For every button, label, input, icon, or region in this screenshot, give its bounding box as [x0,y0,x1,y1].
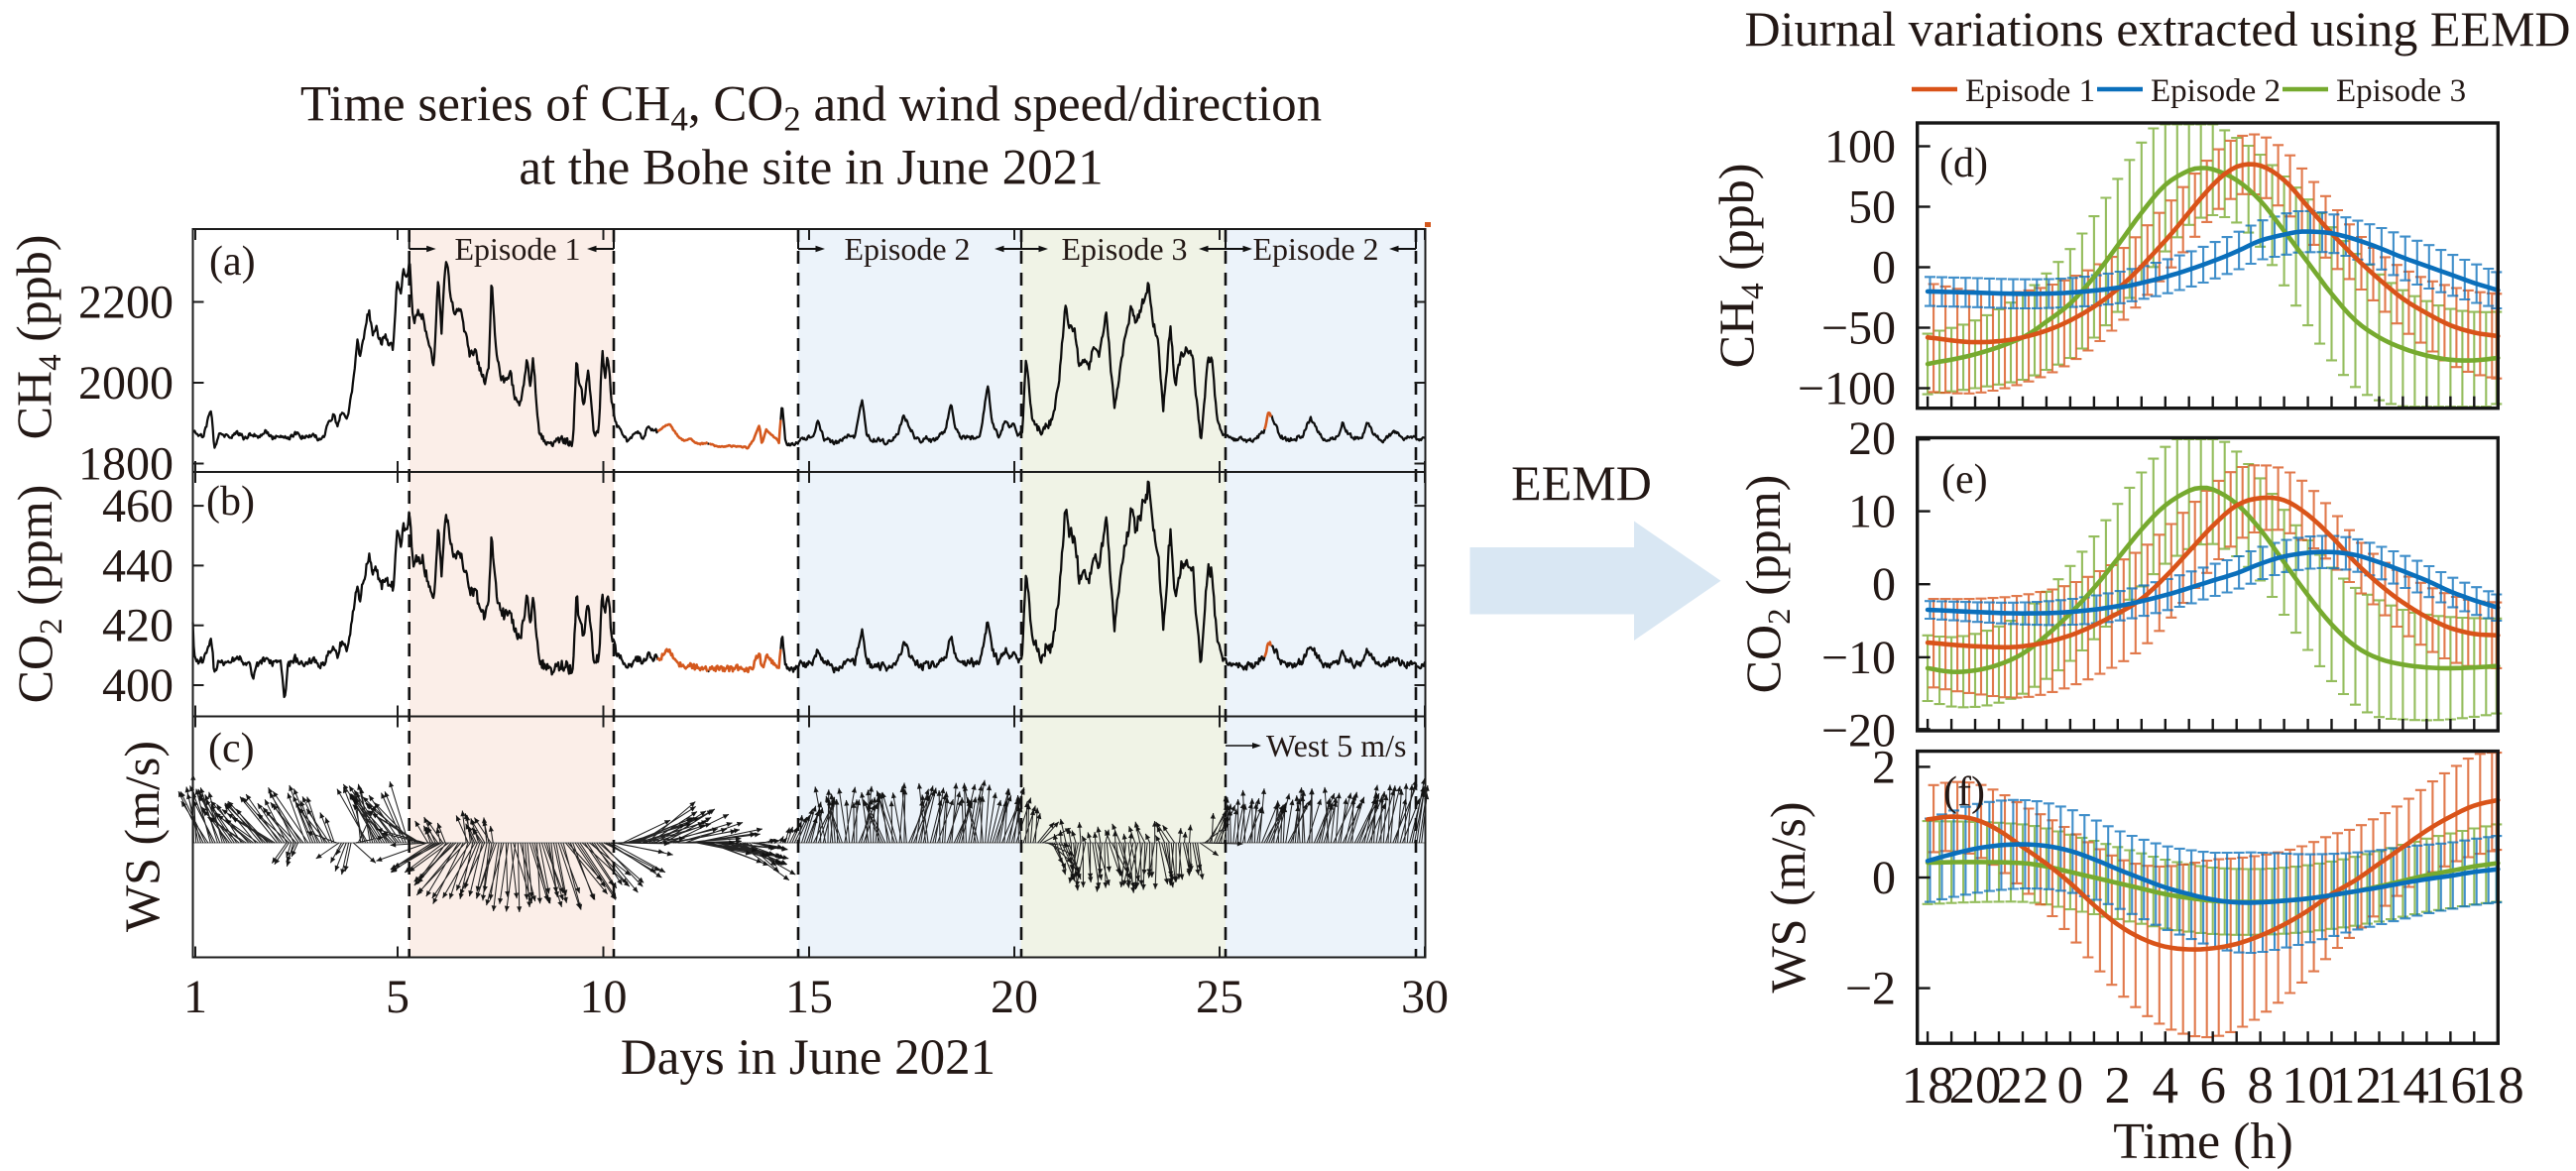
svg-text:2: 2 [2105,1057,2132,1114]
svg-text:2000: 2000 [78,357,174,410]
svg-text:−10: −10 [1821,632,1896,684]
svg-text:(e): (e) [1941,457,1988,503]
svg-text:100: 100 [1824,121,1896,174]
svg-text:22: 22 [1997,1057,2049,1114]
svg-text:420: 420 [102,600,174,652]
svg-text:4: 4 [2153,1057,2179,1114]
svg-text:(d): (d) [1939,141,1988,186]
svg-text:10: 10 [2282,1057,2334,1114]
svg-text:50: 50 [1848,181,1896,234]
svg-text:10: 10 [1848,486,1896,538]
svg-text:−20: −20 [1821,705,1896,758]
svg-text:18: 18 [2472,1057,2524,1114]
svg-text:Episode 3: Episode 3 [1061,231,1187,267]
svg-text:(f): (f) [1943,769,1985,815]
svg-text:18: 18 [1902,1057,1954,1114]
svg-text:(b): (b) [206,479,255,525]
svg-text:−50: −50 [1821,302,1896,355]
svg-text:−2: −2 [1845,963,1896,1015]
svg-text:400: 400 [102,659,174,712]
svg-text:6: 6 [2199,1057,2226,1114]
svg-text:20: 20 [1848,412,1896,465]
svg-text:West 5 m/s: West 5 m/s [1266,728,1406,763]
svg-text:EEMD: EEMD [1511,455,1652,511]
svg-text:440: 440 [102,539,174,592]
svg-text:25: 25 [1196,971,1243,1023]
svg-text:(c): (c) [208,726,255,771]
svg-text:2200: 2200 [78,277,174,329]
svg-text:CO2 (ppm): CO2 (ppm) [7,485,69,704]
svg-text:20: 20 [991,971,1038,1023]
svg-text:30: 30 [1401,971,1449,1023]
svg-text:14: 14 [2377,1057,2429,1114]
svg-text:8: 8 [2247,1057,2274,1114]
svg-text:5: 5 [386,971,410,1023]
svg-text:1800: 1800 [78,438,174,491]
svg-text:CH4 (ppb): CH4 (ppb) [6,235,68,440]
svg-text:Episode 1: Episode 1 [454,231,580,267]
svg-text:0: 0 [2057,1057,2084,1114]
svg-text:Episode 2: Episode 2 [2151,73,2281,109]
svg-text:0: 0 [1872,852,1896,904]
svg-text:WS (m/s): WS (m/s) [114,741,170,932]
svg-text:1: 1 [183,971,207,1023]
svg-text:WS (m/s): WS (m/s) [1760,801,1815,993]
svg-text:20: 20 [1949,1057,2002,1114]
svg-text:0: 0 [1872,242,1896,294]
svg-text:CH4 (ppb): CH4 (ppb) [1708,164,1771,369]
svg-text:at the Bohe site in June 2021: at the Bohe site in June 2021 [519,141,1103,196]
svg-text:Episode 3: Episode 3 [2336,73,2466,109]
svg-text:Episode 2: Episode 2 [844,231,970,267]
svg-text:Diurnal variations extracted u: Diurnal variations extracted using EEMD [1744,1,2570,57]
svg-text:Episode 1: Episode 1 [1965,73,2095,109]
svg-text:Days in June 2021: Days in June 2021 [621,1030,995,1086]
svg-text:Time (h): Time (h) [2113,1113,2293,1170]
svg-text:12: 12 [2329,1057,2382,1114]
svg-text:2: 2 [1872,741,1896,793]
svg-text:10: 10 [580,971,628,1023]
svg-text:(a): (a) [209,239,256,285]
svg-text:15: 15 [785,971,833,1023]
svg-text:460: 460 [102,480,174,532]
svg-text:−100: −100 [1798,363,1896,415]
svg-text:Episode 2: Episode 2 [1252,231,1378,267]
svg-text:0: 0 [1872,558,1896,611]
svg-text:CO2 (ppm): CO2 (ppm) [1735,475,1798,694]
svg-text:Time series of CH4, CO2 and wi: Time series of CH4, CO2 and wind speed/d… [300,77,1322,139]
svg-text:16: 16 [2424,1057,2477,1114]
